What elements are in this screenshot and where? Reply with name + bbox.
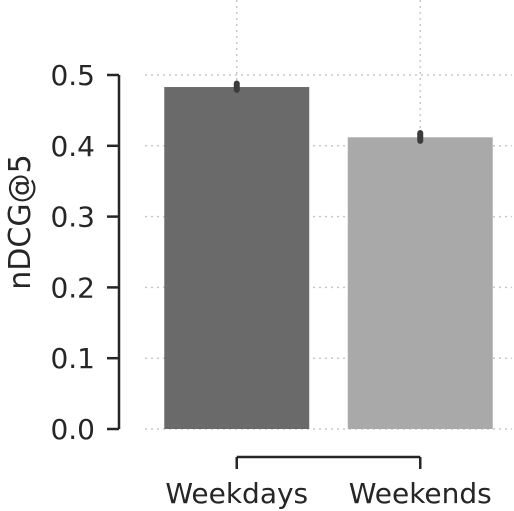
y-tick-label-2: 0.2 xyxy=(50,271,95,304)
y-axis-label: nDCG@5 xyxy=(3,154,38,289)
y-tick-label-4: 0.4 xyxy=(50,130,95,163)
y-tick-label-5: 0.5 xyxy=(50,59,95,92)
y-tick-label-0: 0.0 xyxy=(50,413,95,446)
error-bars xyxy=(233,80,424,144)
bar-weekends xyxy=(347,137,493,429)
bars xyxy=(164,87,493,429)
x-axis: Weekdays Weekends xyxy=(165,455,492,510)
y-tick-label-3: 0.3 xyxy=(50,201,95,234)
x-tick-label-weekends: Weekends xyxy=(349,477,492,510)
x-tick-label-weekdays: Weekdays xyxy=(165,477,308,510)
y-axis: 0.0 0.1 0.2 0.3 0.4 0.5 xyxy=(50,59,121,446)
y-tick-label-1: 0.1 xyxy=(50,342,95,375)
bar-weekdays xyxy=(164,87,310,429)
